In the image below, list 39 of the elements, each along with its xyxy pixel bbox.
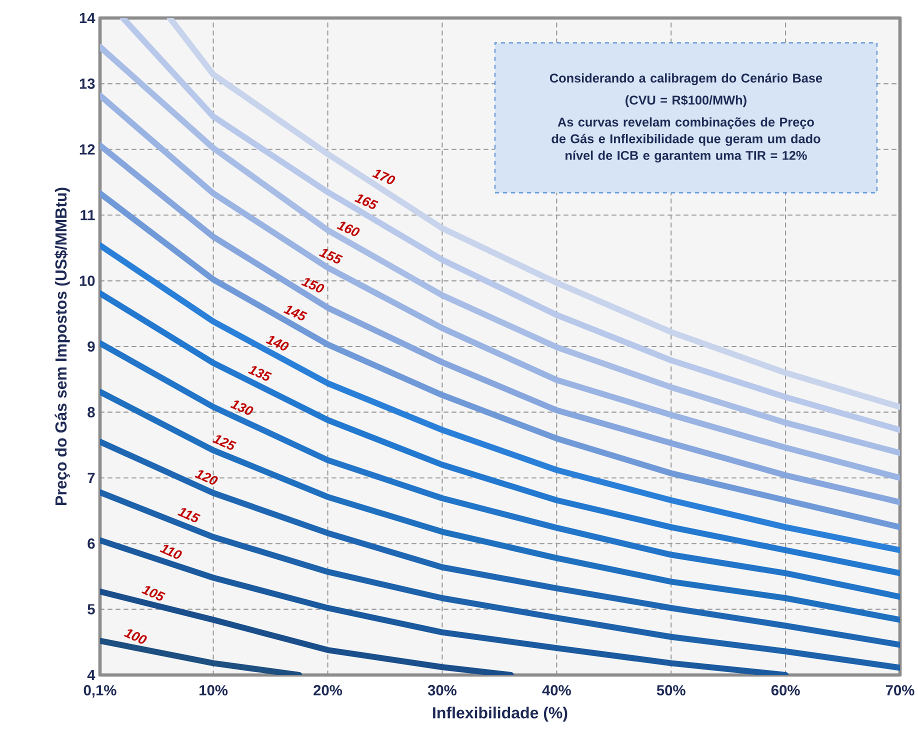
y-tick-label: 8 [88,407,95,418]
text: 150 [301,278,324,292]
text: 160 [336,222,360,236]
text: 135 [248,366,272,381]
annotation: (CVU = R$100/MWh) [626,95,746,108]
x-tick-label: 60% [771,685,800,696]
y-axis-title: Preço do Gás sem Impostos (US$/MMBtu) [54,188,70,506]
text: 125 [212,435,237,450]
x-tick-label: 70% [886,685,914,696]
y-tick-label: 9 [88,341,95,352]
text: 155 [318,248,343,264]
y-tick-label: 7 [88,472,95,483]
y-tick-label: 5 [88,604,95,614]
y-tick-label: 11 [80,210,95,220]
text: 110 [160,544,182,559]
text: 120 [194,470,218,485]
x-tick-label: 0,1% [84,685,116,698]
x-tick-label: 30% [428,685,456,696]
x-tick-label: 40% [542,685,571,696]
y-tick-label: 13 [80,78,95,89]
annotation: As curvas revelam combinações de Preço de Gás e Inflexibilidade que geram um dado nível de ICB e garantem uma TIR = 12% [552,117,820,162]
x-tick-label: 20% [314,685,342,696]
text: 145 [283,306,308,320]
x-tick-label: 10% [200,685,228,696]
text: 115 [177,508,201,522]
annotation: Considerando a calibragem do Cenário Base [550,73,822,86]
y-tick-label: 4 [87,670,96,680]
x-tick-label: 50% [656,685,686,696]
y-tick-label: 10 [80,276,95,286]
text: 140 [266,336,289,350]
text: 170 [372,170,396,184]
text: 165 [354,194,378,209]
y-tick-label: 6 [88,538,95,549]
y-tick-label: 12 [80,144,95,155]
y-tick-label: 14 [80,12,96,24]
text: 105 [142,586,166,601]
text: 130 [230,400,254,415]
x-axis-title: Inflexibilidade (%) [433,706,568,722]
text: 100 [124,629,147,644]
